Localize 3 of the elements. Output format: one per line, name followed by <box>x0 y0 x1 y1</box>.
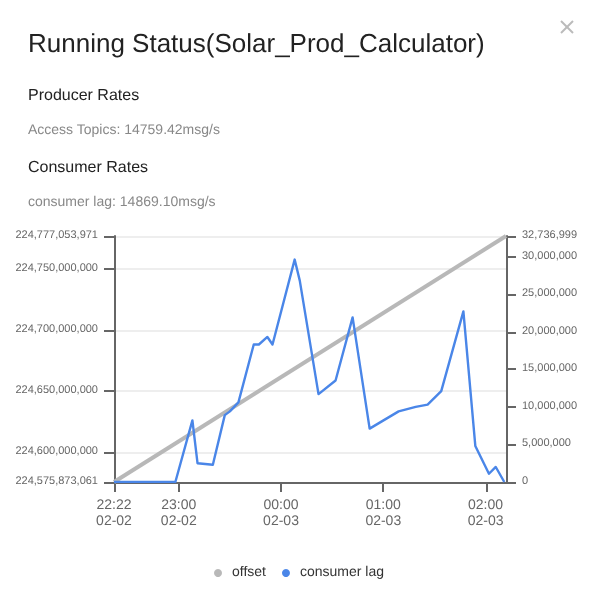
chart-title: Running Status(Solar_Prod_Calculator) <box>28 28 487 58</box>
text: Producer Rates <box>28 86 142 104</box>
text: Consumer Rates <box>28 158 151 176</box>
